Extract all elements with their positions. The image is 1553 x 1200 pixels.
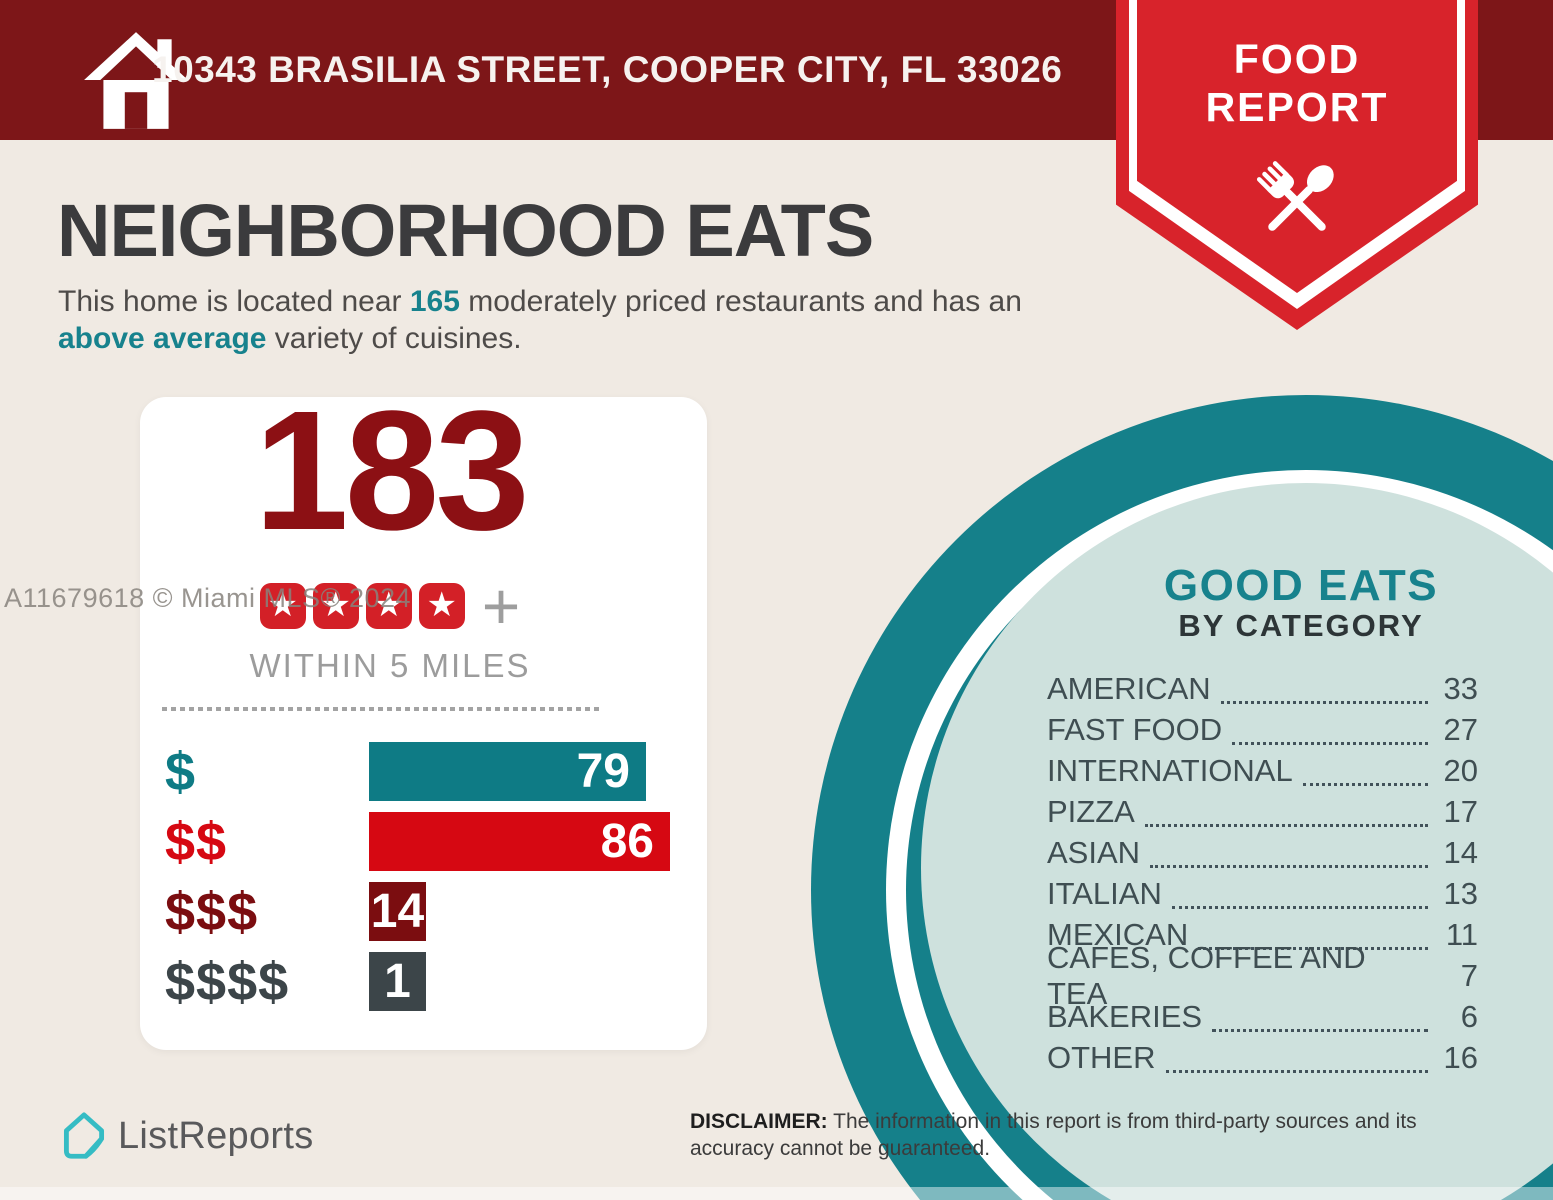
badge-title-line1: FOOD [1233,36,1361,82]
home-icon [84,32,188,129]
listreports-logo: ListReports [62,1108,314,1164]
category-value: 14 [1443,834,1478,870]
good-eats-title: GOOD EATS [1163,561,1439,610]
price-level-label: $ [165,741,197,802]
intro-text-3: variety of cuisines. [266,322,522,355]
category-row: AMERICAN 33 [1047,668,1478,709]
category-row: BAKERIES 6 [1047,996,1478,1037]
food-report-badge: FOOD REPORT [1116,0,1478,330]
category-label: CAFES, COFFEE AND TEA [1047,939,1366,1011]
category-row: CAFES, COFFEE AND TEA 7 [1047,940,1478,1011]
price-bar-value: 1 [384,955,411,1008]
restaurant-count-highlight: 165 [409,285,460,318]
bottom-strip [0,1187,1553,1200]
dotted-leader [1198,934,1428,950]
restaurant-total-count: 183 [254,376,530,566]
intro-paragraph: This home is located near 165 moderately… [58,283,1048,357]
price-level-label: $$ [165,811,228,872]
category-value: 27 [1443,711,1478,747]
dotted-leader [1302,770,1428,786]
price-bar-row: $$$$ 1 [165,951,682,1012]
mls-watermark: A11679618 © Miami MLS® 2024 [4,583,412,613]
price-bar-row: $$ 86 [165,811,682,872]
variety-highlight: above average [58,322,267,355]
category-value: 7 [1460,957,1478,993]
category-label: PIZZA [1047,793,1135,829]
category-row: ITALIAN 13 [1047,873,1478,914]
dotted-leader [1171,893,1428,909]
dotted-leader [1232,729,1428,745]
category-row: MEXICAN 11 [1047,914,1478,955]
star-glyph: ★ [320,584,351,625]
property-address: 10343 BRASILIA STREET, COOPER CITY, FL 3… [152,49,1063,90]
price-level-label: $$$$ [165,951,290,1012]
price-bar: 1 [369,952,426,1011]
category-value: 16 [1443,1039,1478,1075]
star-glyph: ★ [373,584,404,625]
price-bar-row: $$$ 14 [165,881,682,942]
price-bar-row: $79 [165,741,682,802]
category-value: 13 [1443,875,1478,911]
dashed-divider [162,707,599,711]
price-bar: 14 [369,882,426,941]
category-label: MEXICAN [1047,916,1189,952]
category-label: ITALIAN [1047,875,1162,911]
price-level-label: $$$ [165,881,259,942]
category-row: PIZZA 17 [1047,791,1478,832]
dotted-leader [1220,688,1428,704]
disclaimer-text: The information in this report is from t… [690,1110,1417,1160]
star-glyph: ★ [267,584,298,625]
price-level-bar-chart: $79 $$ 86 $$$ 14 $$$$ 1 [165,742,682,1022]
badge-title-line2: REPORT [1205,84,1389,130]
category-value: 33 [1443,670,1478,706]
plus-icon: + [481,569,521,643]
dotted-leader [1144,811,1428,827]
page-title: NEIGHBORHOOD EATS [57,189,874,272]
category-row: INTERNATIONAL 20 [1047,750,1478,791]
category-label: BAKERIES [1047,998,1203,1034]
category-value: 6 [1460,998,1478,1034]
dotted-leader [1212,1016,1428,1032]
star-icon: ★ [418,583,465,629]
good-eats-subtitle: BY CATEGORY [1178,608,1424,643]
star-rating: ★ ★ ★ ★ + [140,569,640,643]
category-value: 17 [1443,793,1478,829]
dotted-leader [1150,852,1428,868]
dotted-leader [1165,1057,1428,1073]
star-icon: ★ [365,583,412,629]
category-list: AMERICAN 33 FAST FOOD 27 INTERNATIONAL 20 PIZZ… [1047,668,1478,1078]
price-bar-value: 79 [576,745,630,798]
good-eats-circle-fill [921,483,1553,1200]
price-bar-value: 86 [600,815,654,868]
restaurant-summary-card: 183 ★ ★ ★ ★ + WITHIN 5 MILES $79 $$ 86 $$$ 14 $$$… [140,383,707,1050]
category-row: FAST FOOD 27 [1047,709,1478,750]
category-row: OTHER 16 [1047,1037,1478,1078]
listreports-logo-icon [63,1112,105,1159]
star-icon: ★ [259,583,306,629]
category-label: FAST FOOD [1047,711,1223,747]
category-row: ASIAN 14 [1047,832,1478,873]
utensils-icon [1256,161,1334,231]
star-glyph: ★ [426,584,457,625]
category-label: INTERNATIONAL [1047,752,1293,788]
price-bar: 79 [369,742,646,801]
disclaimer-label: DISCLAIMER: [690,1110,828,1133]
star-icon: ★ [312,583,359,629]
price-bar-value: 14 [370,885,425,938]
price-bar: 86 [369,812,670,871]
category-value: 11 [1445,916,1478,952]
intro-text-1: This home is located near [58,285,410,318]
intro-text-2: moderately priced restaurants and has an [459,285,1022,318]
radius-label: WITHIN 5 MILES [249,647,531,684]
category-label: ASIAN [1047,834,1141,870]
category-value: 20 [1443,752,1478,788]
disclaimer: DISCLAIMER: The information in this repo… [690,1108,1495,1162]
listreports-logo-text: ListReports [118,1114,314,1157]
category-label: OTHER [1047,1039,1156,1075]
category-label: AMERICAN [1047,670,1211,706]
